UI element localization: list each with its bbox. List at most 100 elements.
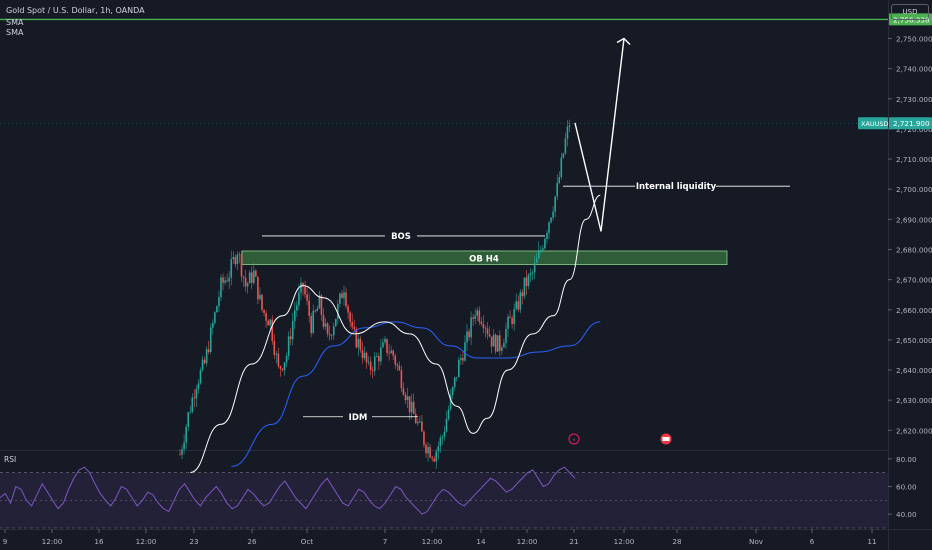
- internal-liquidity-label: Internal liquidity: [636, 182, 717, 192]
- sma-fast-line[interactable]: [190, 194, 601, 474]
- candle-body: [566, 126, 569, 139]
- price-tick-label: 2,730.000: [896, 95, 932, 104]
- candle-body: [347, 306, 349, 313]
- candle-body: [322, 314, 325, 327]
- candle-body: [242, 276, 245, 278]
- candle-body: [523, 277, 526, 297]
- candle-body: [304, 286, 306, 295]
- candle-body: [226, 280, 228, 282]
- candle-body: [332, 326, 335, 336]
- candle-body: [308, 300, 310, 317]
- candle-body: [314, 310, 317, 312]
- candle-body: [488, 334, 491, 337]
- flag-glyph: [662, 437, 670, 441]
- candle-body: [294, 310, 296, 322]
- candle-body: [552, 211, 554, 218]
- price-tick-label: 2,710.000: [896, 155, 932, 164]
- candles: [179, 119, 571, 469]
- candle-body: [275, 353, 278, 355]
- candle-body: [187, 412, 189, 427]
- candle-body: [564, 138, 567, 154]
- candle-body: [193, 397, 196, 399]
- candle-body: [203, 359, 206, 364]
- candle-body: [433, 458, 435, 462]
- currency-badge[interactable]: USD: [891, 4, 929, 20]
- candle-body: [460, 358, 462, 360]
- candle-body: [267, 320, 269, 326]
- candle-body: [429, 447, 431, 458]
- candle-body: [451, 387, 454, 396]
- candle-body: [353, 326, 356, 329]
- time-tick-label: 21: [569, 537, 578, 546]
- candle-body: [363, 352, 366, 359]
- time-tick-label: 14: [476, 537, 486, 546]
- candle-body: [236, 254, 239, 265]
- candle-body: [316, 308, 319, 312]
- indicator-sma-2[interactable]: SMA: [6, 28, 24, 37]
- candle-body: [404, 394, 407, 401]
- candle-body: [474, 315, 476, 319]
- candle-body: [255, 270, 257, 277]
- candle-body: [490, 336, 493, 347]
- candle-body: [189, 411, 192, 413]
- candle-body: [540, 250, 542, 251]
- candle-body: [414, 413, 417, 424]
- candle-body: [337, 303, 339, 319]
- candle-body: [568, 125, 571, 127]
- lightning-event-icon[interactable]: [568, 433, 580, 445]
- candle-body: [470, 317, 472, 338]
- candle-body: [478, 310, 481, 322]
- candle-body: [312, 310, 315, 333]
- price-tick-label: 2,750.000: [896, 35, 932, 44]
- time-tick-label: 16: [94, 537, 104, 546]
- projection-path[interactable]: [574, 38, 625, 232]
- time-tick-label: 11: [867, 537, 876, 546]
- sma-slow-line[interactable]: [231, 321, 601, 467]
- candle-body: [296, 305, 298, 311]
- rsi-line[interactable]: [0, 466, 576, 515]
- candle-body: [302, 282, 304, 287]
- price-tick-label: 2,630.000: [896, 396, 932, 405]
- candle-body: [263, 309, 265, 313]
- candle-body: [279, 366, 282, 369]
- candle-body: [441, 436, 444, 438]
- candle-body: [449, 395, 452, 410]
- candle-body: [412, 401, 415, 414]
- candle-body: [351, 321, 353, 327]
- candle-body: [427, 447, 429, 454]
- candle-body: [250, 272, 253, 283]
- candle-body: [382, 342, 384, 348]
- candle-body: [373, 356, 376, 371]
- candle-body: [277, 353, 280, 367]
- candle-body: [533, 263, 536, 273]
- candle-body: [380, 347, 382, 362]
- price-tick-label: 2,700.000: [896, 185, 932, 194]
- candle-body: [558, 177, 561, 184]
- candle-body: [207, 349, 210, 353]
- candle-body: [269, 319, 271, 326]
- candle-body: [324, 323, 327, 327]
- candle-body: [291, 321, 294, 340]
- time-tick-label: 12:00: [517, 537, 538, 546]
- candle-body: [476, 310, 479, 316]
- candle-body: [509, 316, 511, 319]
- price-tick-label: 2,620.000: [896, 426, 932, 435]
- candle-body: [513, 308, 515, 324]
- candle-body: [310, 316, 312, 333]
- candle-body: [560, 157, 563, 178]
- time-tick-label: Oct: [301, 537, 314, 546]
- candle-body: [542, 248, 544, 251]
- candle-body: [525, 277, 528, 286]
- candle-body: [453, 377, 456, 388]
- candle-body: [265, 312, 267, 321]
- indicator-sma-1[interactable]: SMA: [6, 18, 24, 27]
- candle-body: [431, 457, 433, 459]
- candle-body: [437, 446, 440, 452]
- rsi-tick-label: 80.00: [896, 455, 917, 464]
- candle-body: [406, 396, 409, 401]
- candle-body: [390, 350, 392, 354]
- candle-body: [230, 259, 233, 278]
- candle-body: [464, 342, 466, 361]
- candle-body: [209, 327, 212, 353]
